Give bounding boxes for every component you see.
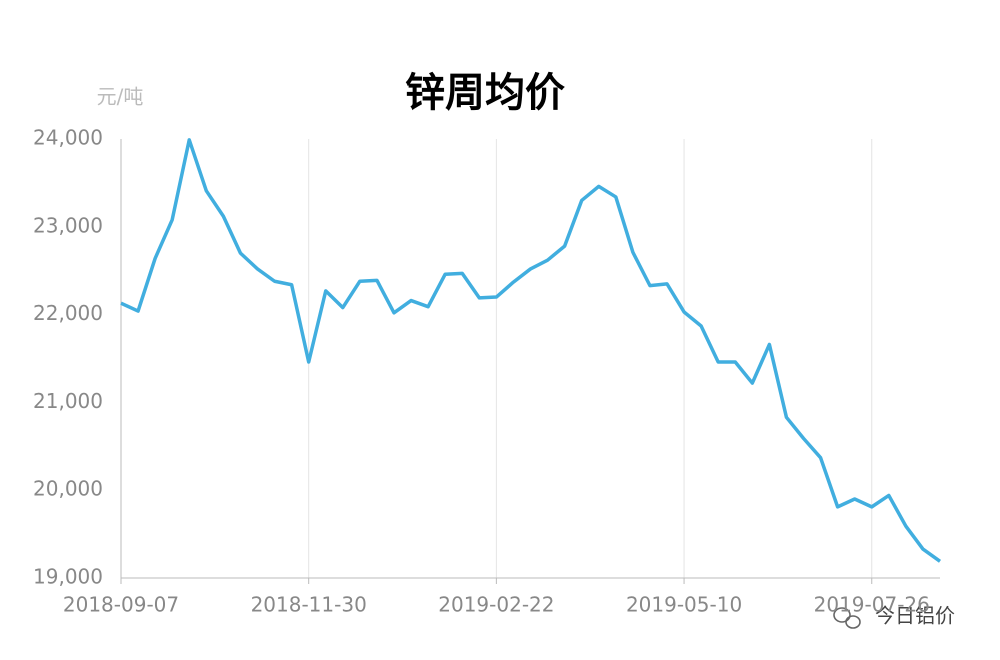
y-tick-label: 20,000 [33, 477, 103, 501]
y-tick-label: 23,000 [33, 213, 103, 237]
x-tick-label: 2018-09-07 [63, 593, 179, 617]
y-axis-unit: 元/吨 [97, 85, 144, 109]
y-tick-label: 22,000 [33, 301, 103, 325]
y-tick-label: 19,000 [33, 565, 103, 589]
x-tick-label: 2019-05-10 [626, 593, 742, 617]
watermark: 今日铝价 [875, 604, 955, 628]
watermark-icon [833, 607, 861, 629]
data-line [120, 138, 942, 563]
x-tick-label: 2018-11-30 [251, 593, 367, 617]
chart-title: 锌周均价 [405, 70, 565, 116]
y-tick-label: 24,000 [33, 126, 103, 150]
x-tick-label: 2019-02-22 [438, 593, 554, 617]
x-tick-label: 2019-07-26 [814, 593, 930, 617]
y-tick-label: 21,000 [33, 389, 103, 413]
